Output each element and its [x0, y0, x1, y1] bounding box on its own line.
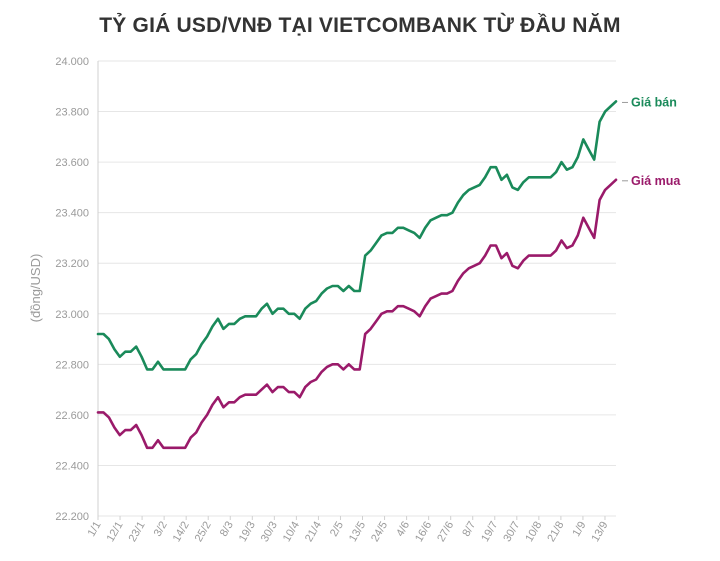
- y-axis-label: (đồng/USD): [28, 254, 43, 323]
- x-tick-label: 8/7: [460, 520, 478, 539]
- x-tick-label: 25/2: [193, 520, 214, 545]
- y-tick-label: 23.400: [55, 208, 89, 220]
- series-line-gia-ban: [96, 100, 618, 371]
- x-tick-label: 4/6: [394, 520, 412, 539]
- x-tick-label: 16/6: [413, 520, 434, 545]
- x-tick-label: 13/9: [589, 520, 610, 545]
- axes: 22.200 22.400 22.600 22.800 23.000 23.200 23.4…: [55, 56, 610, 544]
- x-tick-label: 21/8: [545, 520, 566, 545]
- x-tick-label: 27/6: [435, 520, 456, 545]
- x-tick-label: 21/4: [303, 520, 324, 545]
- chart-title: TỶ GIÁ USD/VNĐ TẠI VIETCOMBANK TỪ ĐẦU NĂ…: [99, 14, 621, 37]
- x-tick-label: 1/9: [570, 520, 588, 539]
- y-tick-label: 24.000: [55, 56, 89, 68]
- x-tick-label: 10/8: [523, 520, 544, 545]
- x-tick-label: 30/3: [259, 520, 280, 545]
- x-tick-label: 14/2: [171, 520, 192, 545]
- x-tick-label: 19/7: [479, 520, 500, 545]
- y-tick-label: 22.600: [55, 410, 89, 422]
- x-tick-label: 24/5: [369, 520, 390, 545]
- x-tick-label: 13/5: [347, 520, 368, 545]
- series-labels: Giá bán Giá mua: [622, 95, 681, 188]
- y-tick-label: 22.400: [55, 460, 89, 472]
- x-tick-label: 19/3: [237, 520, 258, 545]
- gridlines: [98, 60, 616, 517]
- y-tick-label: 22.200: [55, 511, 89, 523]
- x-tick-label: 3/2: [152, 520, 170, 539]
- x-tick-label: 30/7: [501, 520, 522, 545]
- x-tick-label: 23/1: [127, 520, 148, 545]
- series-label: Giá bán: [631, 95, 677, 109]
- y-tick-label: 22.800: [55, 359, 89, 371]
- y-tick-label: 23.800: [55, 107, 89, 119]
- x-tick-label: 10/4: [281, 520, 302, 545]
- y-tick-label: 23.000: [55, 309, 89, 321]
- y-tick-label: 23.200: [55, 258, 89, 270]
- x-tick-label: 2/5: [328, 520, 346, 539]
- series-label: Giá mua: [631, 174, 681, 188]
- series-lines: [96, 100, 618, 450]
- series-line-gia-mua: [96, 178, 618, 450]
- x-tick-label: 12/1: [105, 520, 126, 545]
- x-tick-label: 8/3: [218, 520, 236, 539]
- y-tick-label: 23.600: [55, 157, 89, 169]
